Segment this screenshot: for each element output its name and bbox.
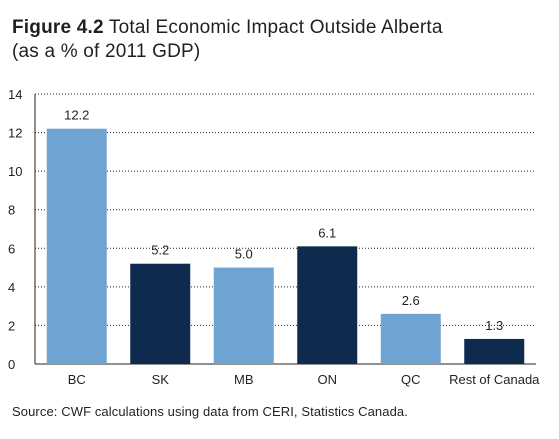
y-tick-label: 12 <box>8 126 22 141</box>
data-label: 5.0 <box>235 247 253 262</box>
title-main: Total Economic Impact Outside Alberta <box>108 17 443 38</box>
data-label: 6.1 <box>318 225 336 240</box>
y-tick-label: 2 <box>8 318 15 333</box>
chart-title: Figure 4.2 Total Economic Impact Outside… <box>12 16 443 64</box>
chart-subtitle: (as a % of 2011 GDP) <box>12 41 201 62</box>
bar <box>213 267 274 364</box>
y-tick-label: 8 <box>8 203 15 218</box>
y-tick-label: 0 <box>8 357 15 372</box>
data-label: 1.3 <box>485 318 503 333</box>
bar <box>130 263 191 364</box>
bar <box>380 313 441 364</box>
y-tick-label: 10 <box>8 164 22 179</box>
data-label: 5.2 <box>151 243 169 258</box>
x-tick-label: QC <box>401 372 421 387</box>
y-tick-label: 14 <box>8 87 22 102</box>
figure-label: Figure 4.2 <box>12 17 104 38</box>
bar <box>464 338 525 364</box>
x-tick-label: BC <box>68 372 86 387</box>
x-tick-label: SK <box>152 372 170 387</box>
y-tick-label: 6 <box>8 241 15 256</box>
x-tick-label: Rest of Canada <box>449 372 540 387</box>
bar <box>297 246 358 364</box>
y-tick-label: 4 <box>8 280 15 295</box>
bar-chart: 0 2 4 6 8 10 12 14 12.2 BC 5.2 SK 5.0 MB 6.1 ON 2.6 QC 1.3… <box>8 87 540 387</box>
data-label: 2.6 <box>402 293 420 308</box>
x-tick-label: ON <box>318 372 338 387</box>
x-tick-label: MB <box>234 372 254 387</box>
bar <box>46 128 107 364</box>
data-label: 12.2 <box>64 108 89 123</box>
source-note: Source: CWF calculations using data from… <box>12 404 408 419</box>
